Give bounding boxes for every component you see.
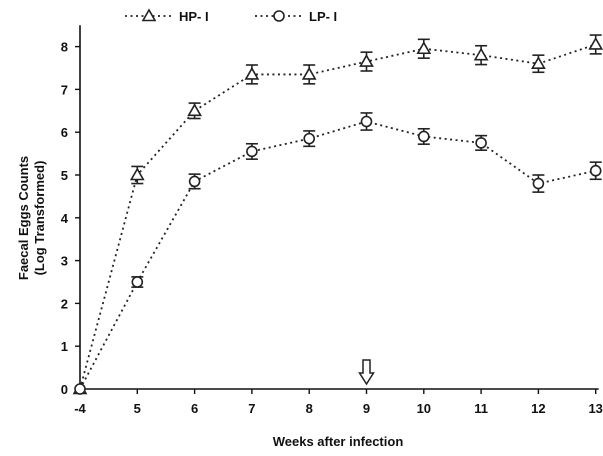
circle-marker (74, 383, 86, 395)
chart-legend: HP- I LP- I (125, 8, 337, 24)
legend-label: LP- I (309, 9, 337, 24)
legend-entry: HP- I (125, 8, 209, 24)
circle-marker (417, 130, 430, 143)
y-axis-title: Faecal Eggs Counts(Log Transformed) (16, 156, 47, 280)
triangle-marker (141, 8, 157, 22)
x-tick-label: 13 (588, 401, 602, 416)
circle-marker (188, 175, 201, 188)
y-tick-label: 3 (61, 254, 68, 269)
triangle-marker (129, 167, 145, 181)
triangle-marker (416, 41, 432, 55)
triangle-marker (588, 36, 603, 50)
circle-marker (532, 177, 545, 190)
circle-marker (131, 276, 144, 288)
x-tick-label: 6 (191, 401, 198, 416)
triangle-marker (531, 56, 546, 70)
x-tick-label: 7 (248, 401, 255, 416)
circle-marker (303, 132, 316, 145)
legend-label: HP- I (179, 9, 209, 24)
y-tick-label: 1 (61, 339, 68, 354)
series-layer (72, 34, 603, 395)
y-axis-title-text: Faecal Eggs Counts(Log Transformed) (16, 156, 47, 280)
y-axis-title-line: (Log Transformed) (32, 161, 47, 276)
circle-marker (360, 115, 373, 128)
legend-entry: LP- I (255, 9, 337, 24)
annotation-layer (358, 359, 375, 386)
y-axis-title-line: Faecal Eggs Counts (16, 156, 31, 280)
y-tick-label: 6 (61, 125, 68, 140)
x-tick-label: -4 (74, 401, 86, 416)
y-tick-label: 0 (61, 382, 68, 397)
y-tick-label: 7 (61, 82, 68, 97)
series-line (79, 43, 596, 390)
x-tick-label: 8 (306, 401, 313, 416)
x-tick-label: 5 (134, 401, 141, 416)
x-tick-label: 9 (363, 401, 370, 416)
triangle-marker (359, 53, 374, 67)
x-tick-label: 10 (417, 401, 431, 416)
series-triangle (72, 34, 603, 395)
y-tick-label: 4 (61, 211, 69, 226)
triangle-marker (244, 66, 260, 80)
down-arrow-icon (358, 359, 375, 386)
y-tick-label: 8 (61, 40, 68, 55)
x-axis-title: Weeks after infection (273, 434, 404, 449)
triangle-marker (473, 47, 489, 61)
circle-marker (589, 164, 602, 177)
series-circle (74, 112, 602, 395)
triangle-marker (301, 66, 317, 80)
x-tick-label: 11 (474, 401, 488, 416)
y-tick-label: 5 (61, 168, 68, 183)
triangle-marker (187, 103, 202, 117)
x-tick-label: 12 (531, 401, 545, 416)
series-line (79, 120, 596, 390)
circle-marker (246, 145, 258, 158)
y-tick-label: 2 (61, 296, 68, 311)
circle-marker (273, 10, 285, 22)
circle-marker (475, 137, 487, 149)
